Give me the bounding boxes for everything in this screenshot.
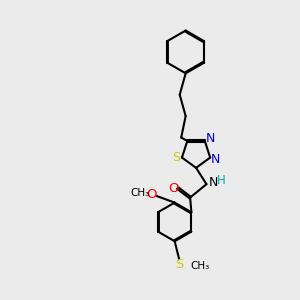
Text: S: S (172, 151, 181, 164)
Text: N: N (209, 176, 218, 189)
Text: N: N (206, 132, 215, 145)
Text: S: S (175, 258, 183, 271)
Text: CH₃: CH₃ (190, 261, 210, 271)
Text: O: O (146, 188, 157, 201)
Text: N: N (211, 153, 220, 166)
Text: CH₃: CH₃ (131, 188, 150, 197)
Text: H: H (217, 174, 226, 187)
Text: O: O (168, 182, 179, 194)
